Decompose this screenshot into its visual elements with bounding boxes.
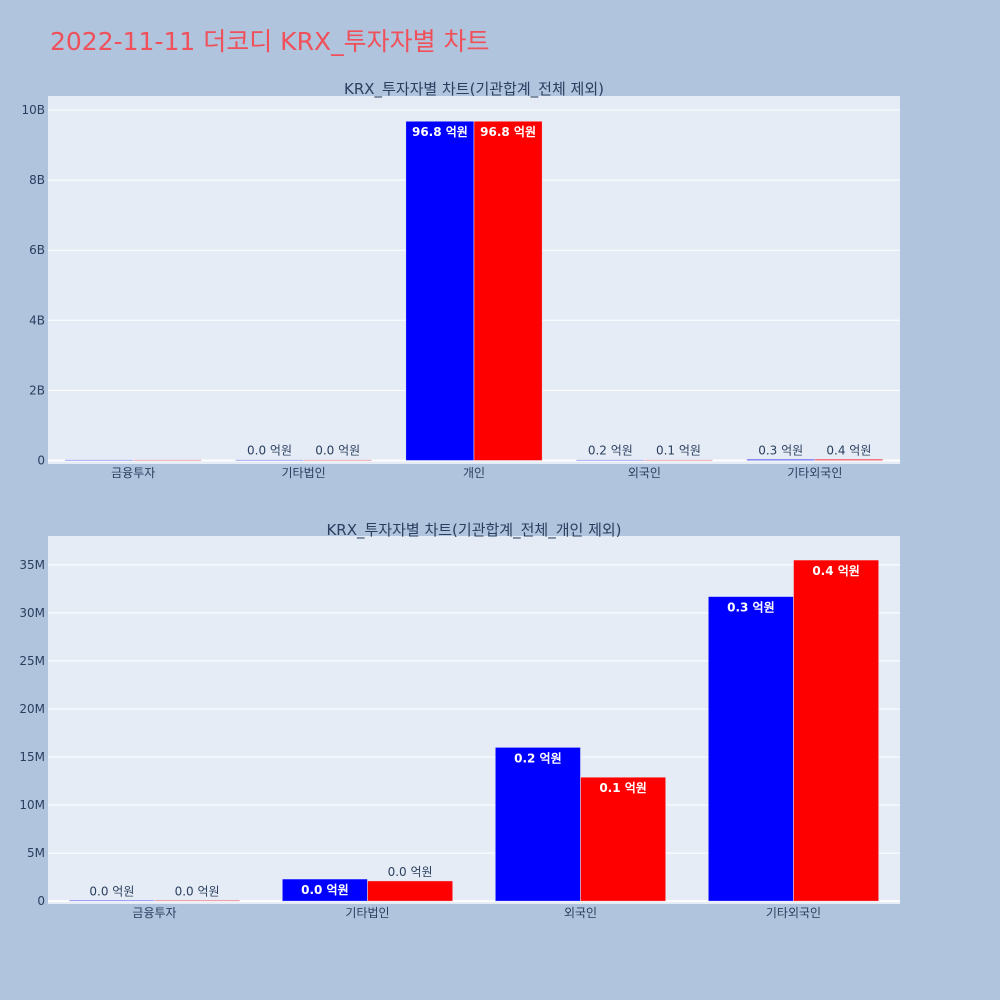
y-tick-label: 35M (19, 558, 45, 572)
data-label: 0.2 억원 (514, 751, 562, 765)
bar (303, 459, 373, 461)
x-tick-label: 기타법인 (345, 906, 389, 920)
chart-title: KRX_투자자별 차트(기관합계_전체_개인 제외) (326, 521, 621, 540)
data-label: 0.4 억원 (812, 564, 860, 578)
bar (473, 120, 543, 461)
data-label: 0.0 억원 (89, 884, 134, 898)
bar (132, 459, 202, 461)
bar (64, 459, 134, 461)
data-label: 96.8 억원 (412, 125, 468, 139)
data-label: 0.3 억원 (727, 601, 775, 615)
page-title: 2022-11-11 더코디 KRX_투자자별 차트 (50, 27, 490, 56)
bar (793, 559, 879, 902)
bar (575, 459, 645, 461)
y-tick-label: 10B (21, 103, 45, 117)
y-tick-label: 4B (29, 313, 45, 327)
bar (580, 776, 666, 902)
bar (69, 900, 155, 902)
data-label: 96.8 억원 (480, 125, 536, 139)
bar (644, 459, 713, 461)
data-label: 0.0 억원 (247, 444, 292, 458)
bar (235, 459, 304, 461)
x-tick-label: 기타외국인 (787, 466, 842, 480)
y-tick-label: 25M (19, 654, 45, 668)
data-label: 0.4 억원 (826, 443, 871, 457)
x-tick-label: 외국인 (628, 466, 661, 480)
x-tick-label: 기타법인 (282, 466, 326, 480)
x-tick-label: 개인 (463, 466, 485, 480)
bar (746, 459, 816, 461)
y-tick-label: 10M (19, 798, 45, 812)
data-label: 0.1 억원 (599, 781, 647, 795)
data-label: 0.0 억원 (175, 884, 220, 898)
y-tick-label: 5M (27, 846, 45, 860)
chart-title: KRX_투자자별 차트(기관합계_전체 제외) (344, 80, 604, 99)
y-tick-label: 20M (19, 702, 45, 716)
data-label: 0.0 억원 (388, 865, 433, 879)
bar (495, 747, 581, 902)
data-label: 0.2 억원 (588, 444, 633, 458)
x-tick-label: 외국인 (564, 906, 597, 920)
data-label: 0.0 억원 (315, 444, 360, 458)
y-tick-label: 6B (29, 243, 45, 257)
data-label: 0.3 억원 (758, 443, 803, 457)
chart-2: 0 5M 10M 15M 20M 25M 30M 35M KRX_투자자별 차트(기관합계_전체… (19, 521, 900, 920)
y-tick-label: 15M (19, 750, 45, 764)
bar (814, 459, 884, 461)
y-tick-label: 0 (37, 453, 45, 467)
x-tick-label: 금융투자 (132, 906, 176, 920)
y-tick-label: 8B (29, 173, 45, 187)
bar (367, 880, 453, 902)
bar (154, 900, 240, 902)
data-label: 0.1 억원 (656, 444, 701, 458)
x-tick-label: 기타외국인 (766, 906, 821, 920)
bar (405, 120, 475, 461)
chart-1: 0 2B 4B 6B 8B 10B KRX_투자자별 차트(기관합계_전체 제외) 금융투자 기… (21, 80, 900, 480)
data-label: 0.0 억원 (301, 883, 349, 897)
x-tick-label: 금융투자 (111, 466, 155, 480)
y-tick-label: 30M (19, 606, 45, 620)
bar (708, 596, 794, 902)
y-tick-label: 0 (37, 894, 45, 908)
y-tick-label: 2B (29, 383, 45, 397)
